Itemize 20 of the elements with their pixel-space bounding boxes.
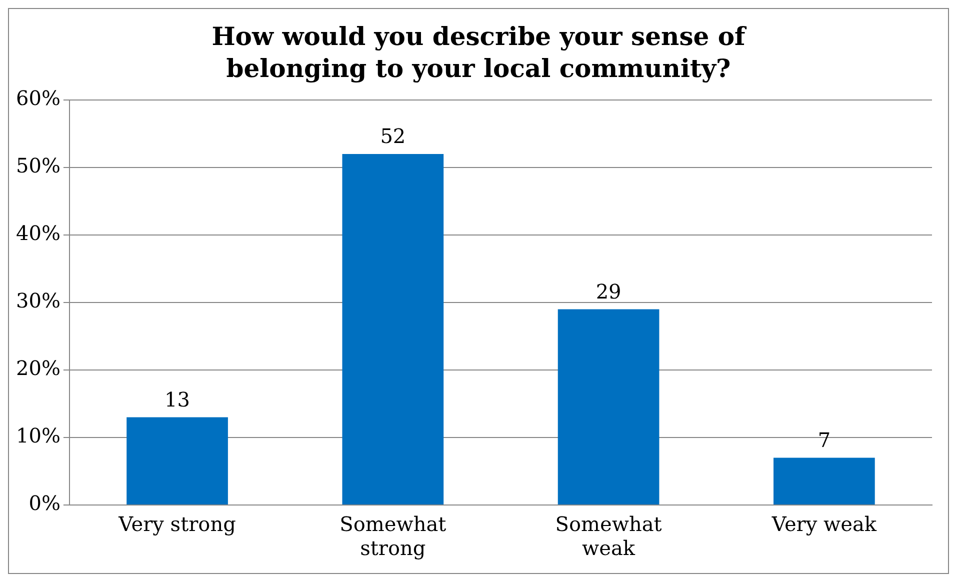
bar: [774, 458, 875, 504]
x-tick-label: Very strong: [118, 512, 236, 536]
x-tick-label: Somewhat weak: [555, 512, 662, 560]
chart-title: How would you describe your sense of belonging to your local community?: [210, 21, 748, 85]
data-label: 7: [818, 428, 831, 452]
y-tick-label: 50%: [16, 154, 60, 178]
y-tick-label: 20%: [16, 356, 60, 380]
y-tick-label: 10%: [16, 424, 60, 448]
data-label: 29: [596, 279, 622, 304]
data-label: 13: [164, 387, 190, 412]
y-tick-label: 40%: [16, 221, 60, 246]
y-tick-label: 30%: [16, 288, 60, 313]
bar: [558, 309, 660, 504]
data-label: 52: [380, 124, 406, 148]
bar: [126, 417, 228, 504]
bar: [342, 154, 444, 504]
x-tick-label: Somewhat strong: [340, 512, 446, 560]
y-tick-label: 60%: [16, 86, 60, 110]
x-tick-label: Very weak: [770, 512, 878, 536]
y-tick-label: 0%: [28, 491, 60, 516]
